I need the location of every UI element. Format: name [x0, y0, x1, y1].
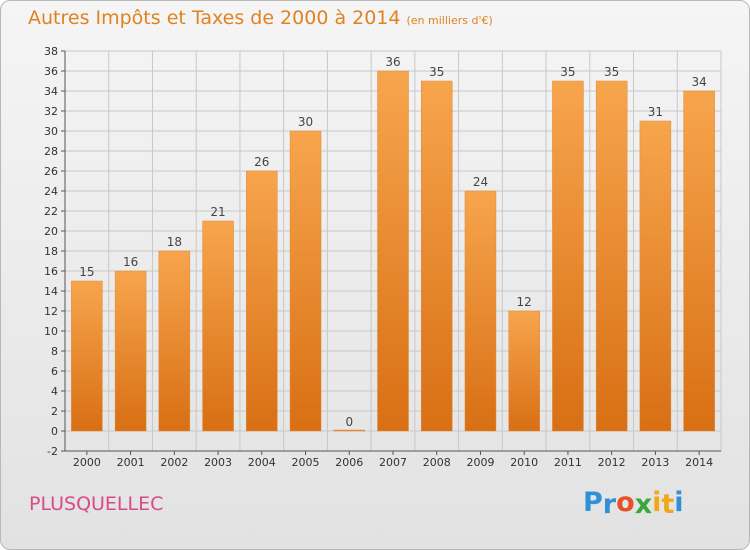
data-label: 35 [560, 65, 575, 79]
logo-letter: i [674, 487, 684, 518]
x-tick-label: 2001 [117, 456, 145, 469]
y-tick-label: 24 [44, 185, 58, 198]
data-label: 16 [123, 255, 138, 269]
y-tick-label: 12 [44, 305, 58, 318]
bars [71, 70, 715, 432]
logo-letter: P [583, 487, 603, 518]
bar-2012 [595, 80, 628, 432]
bar-2008 [420, 80, 453, 432]
bar-2007 [377, 70, 409, 432]
data-label: 36 [385, 55, 400, 69]
y-tick-label: 16 [44, 265, 58, 278]
x-tick-label: 2008 [423, 456, 451, 469]
y-tick-label: 34 [44, 85, 58, 98]
y-tick-label: 26 [44, 165, 58, 178]
data-label: 15 [79, 265, 94, 279]
y-tick-label: 18 [44, 245, 58, 258]
y-tick-label: 10 [44, 325, 58, 338]
y-tick-label: 4 [51, 385, 58, 398]
bar-2009 [464, 190, 497, 432]
x-tick-label: 2006 [335, 456, 363, 469]
commune-name: PLUSQUELLEC [29, 493, 164, 515]
x-tick-label: 2003 [204, 456, 232, 469]
y-tick-label: 0 [51, 425, 58, 438]
axes: -202468101214161820222426283032343638200… [44, 45, 721, 469]
y-tick-label: 22 [44, 205, 58, 218]
data-labels: 15 16 18 21 26 30 0 36 35 24 12 35 35 31 34 [79, 55, 707, 429]
x-tick-label: 2009 [466, 456, 494, 469]
y-tick-label: 32 [44, 105, 58, 118]
title-text: Autres Impôts et Taxes de 2000 à 2014 [28, 7, 401, 29]
bar-2002 [158, 250, 191, 432]
y-tick-label: 30 [44, 125, 58, 138]
x-tick-label: 2010 [510, 456, 538, 469]
y-tick-label: 28 [44, 145, 58, 158]
x-tick-label: 2011 [554, 456, 582, 469]
logo-letter: t [661, 489, 675, 520]
x-tick-label: 2007 [379, 456, 407, 469]
data-label: 21 [210, 205, 225, 219]
bar-2014 [683, 90, 715, 432]
bar-2010 [508, 310, 540, 432]
data-label: 12 [517, 295, 532, 309]
logo-letter: i [652, 487, 662, 518]
data-label: 18 [167, 235, 182, 249]
data-label: 26 [254, 155, 269, 169]
x-tick-label: 2012 [598, 456, 626, 469]
x-tick-label: 2014 [685, 456, 713, 469]
y-tick-label: -2 [47, 445, 58, 458]
data-label: 31 [648, 105, 663, 119]
y-tick-label: 20 [44, 225, 58, 238]
chart-title: Autres Impôts et Taxes de 2000 à 2014 (en… [28, 7, 493, 29]
logo-letter: r [602, 489, 617, 520]
bar-2011 [552, 80, 584, 432]
logo-letter: x [634, 489, 653, 520]
y-tick-label: 38 [44, 45, 58, 58]
data-label: 35 [429, 65, 444, 79]
bar-2003 [202, 220, 234, 432]
y-tick-label: 8 [51, 345, 58, 358]
x-tick-label: 2002 [160, 456, 188, 469]
bar-2004 [246, 170, 278, 432]
y-tick-label: 6 [51, 365, 58, 378]
proxiti-logo: Proxiti [583, 487, 684, 520]
bar-2005 [289, 130, 322, 432]
x-tick-label: 2004 [248, 456, 276, 469]
bar-2001 [114, 270, 147, 432]
data-label: 30 [298, 115, 313, 129]
bar-2000 [71, 280, 103, 432]
data-label: 34 [691, 75, 706, 89]
x-tick-label: 2013 [641, 456, 669, 469]
bar-2013 [639, 120, 672, 432]
x-tick-label: 2005 [292, 456, 320, 469]
logo-letter: o [616, 487, 635, 518]
data-label: 35 [604, 65, 619, 79]
data-label: 24 [473, 175, 488, 189]
data-label: 0 [345, 415, 353, 429]
bar-2006 [333, 429, 366, 432]
y-tick-label: 36 [44, 65, 58, 78]
title-unit: (en milliers d'€) [406, 14, 493, 27]
y-tick-label: 14 [44, 285, 58, 298]
x-tick-label: 2000 [73, 456, 101, 469]
y-tick-label: 2 [51, 405, 58, 418]
